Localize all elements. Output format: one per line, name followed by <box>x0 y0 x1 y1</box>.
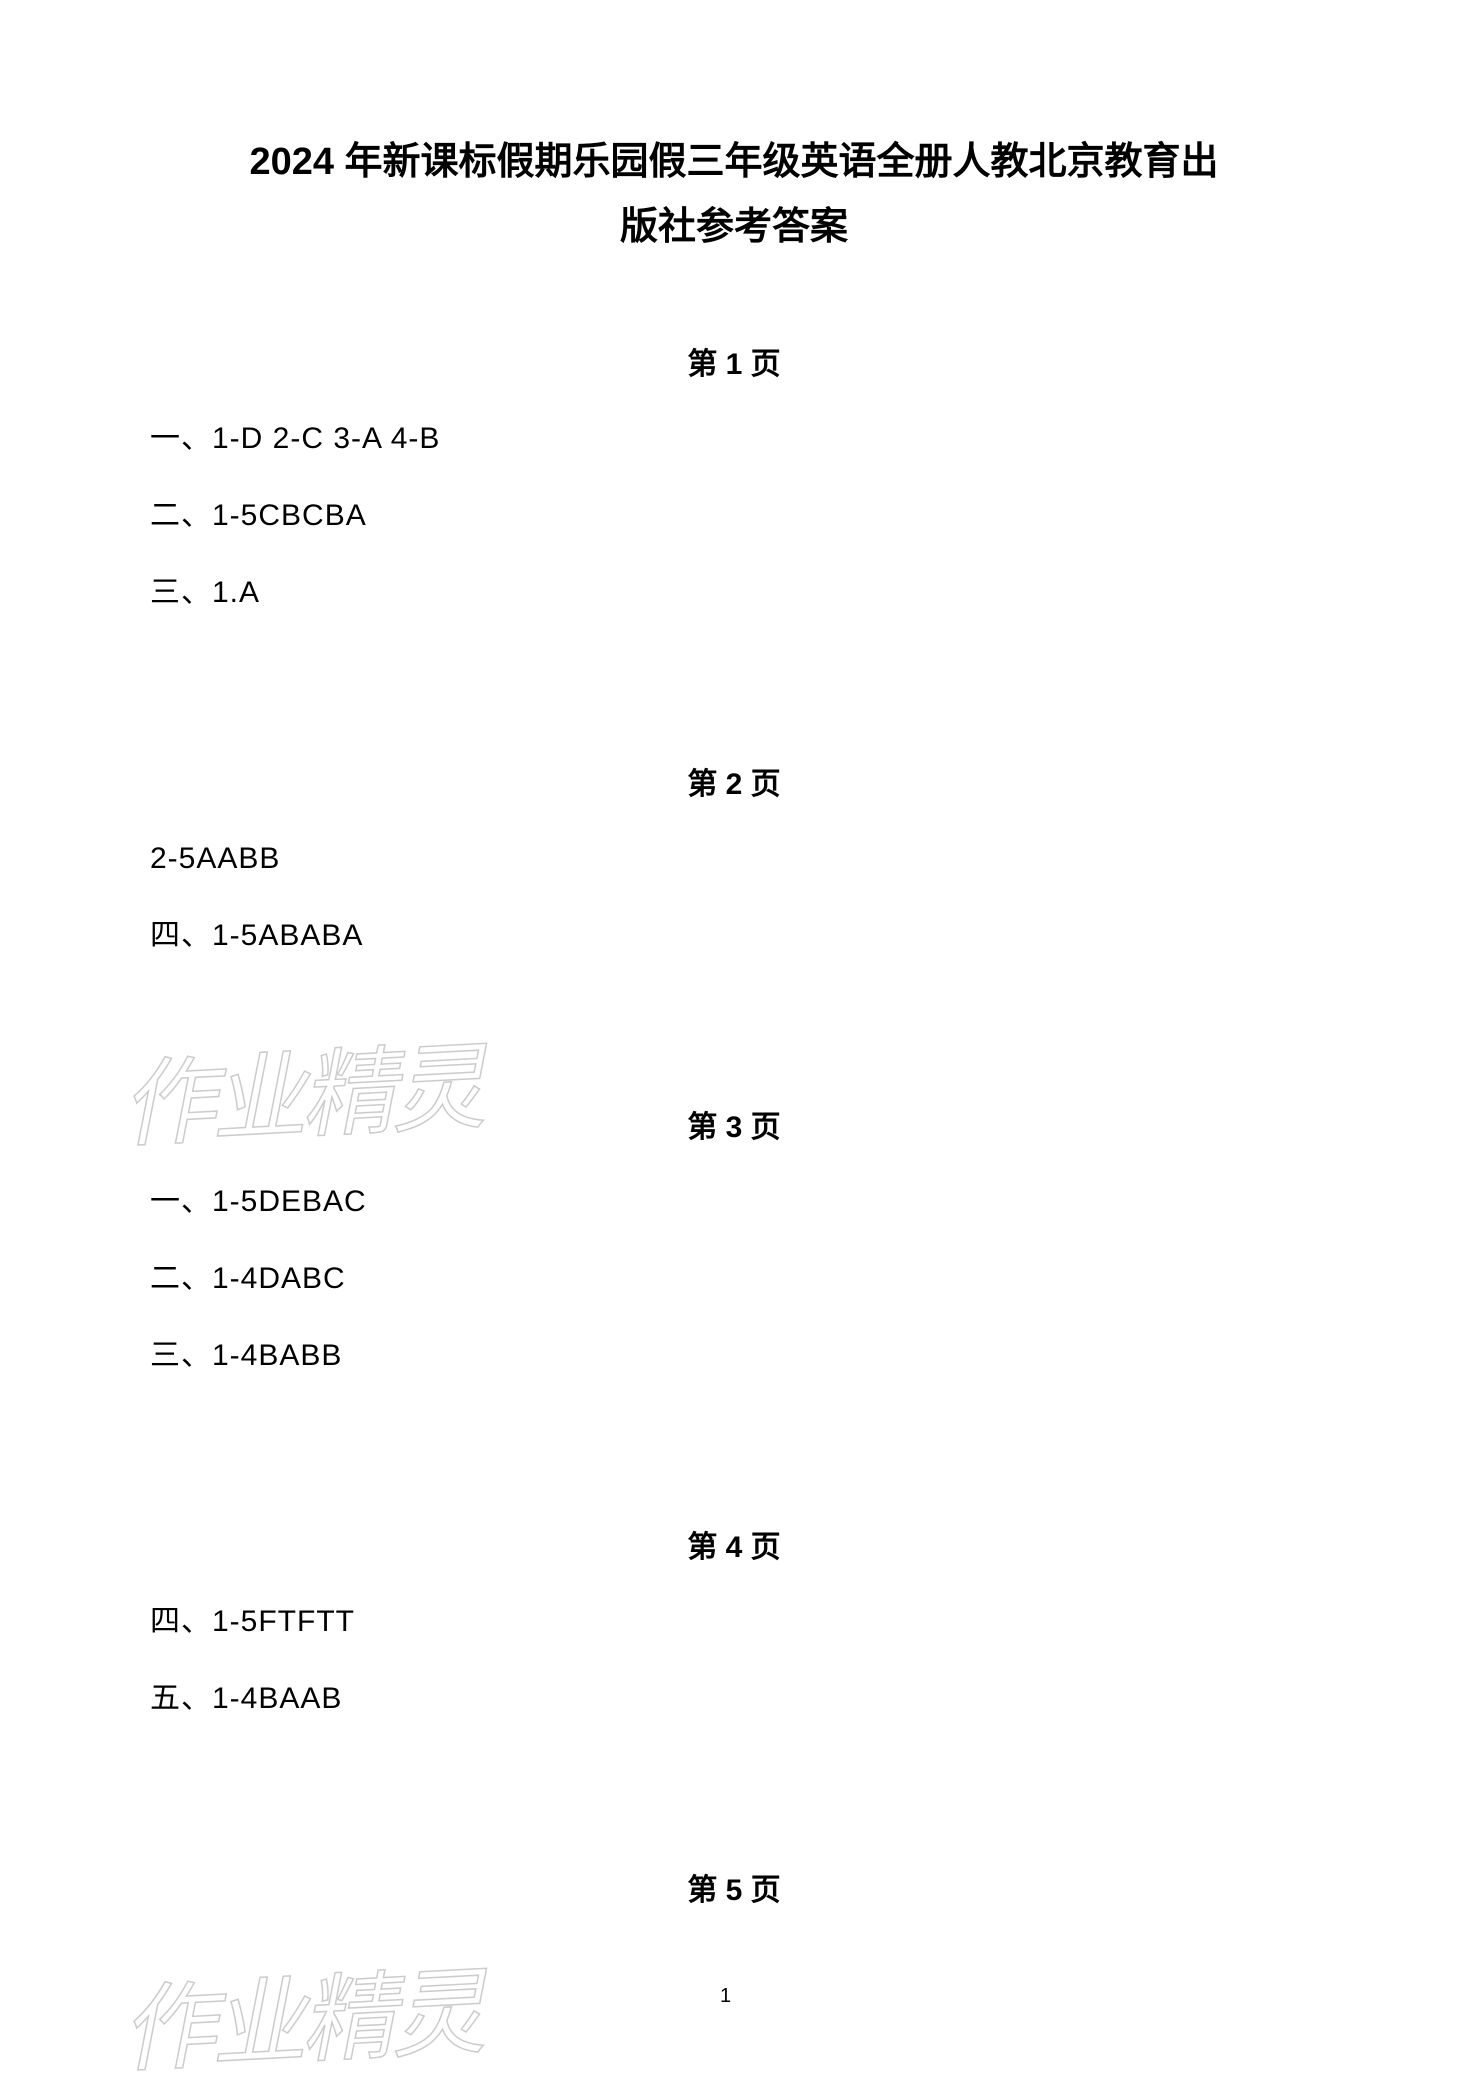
document-content: 2024 年新课标假期乐园假三年级英语全册人教北京教育出 版社参考答案 第 1 … <box>0 0 1468 1909</box>
page-heading-5: 第 5 页 <box>150 1865 1318 1909</box>
page-heading-1: 第 1 页 <box>150 339 1318 383</box>
page-heading-4: 第 4 页 <box>150 1522 1318 1566</box>
answer-line: 二、1-4DABC <box>150 1258 1318 1300</box>
page-number: 1 <box>720 1985 731 2008</box>
document-title: 2024 年新课标假期乐园假三年级英语全册人教北京教育出 版社参考答案 <box>150 130 1318 259</box>
title-line-1: 2024 年新课标假期乐园假三年级英语全册人教北京教育出 <box>150 130 1318 195</box>
answer-line: 一、1-D 2-C 3-A 4-B <box>150 418 1318 460</box>
answer-line: 二、1-5CBCBA <box>150 495 1318 537</box>
answer-line: 三、1.A <box>150 572 1318 614</box>
answer-line: 四、1-5FTFTT <box>150 1601 1318 1643</box>
answer-line: 五、1-4BAAB <box>150 1678 1318 1720</box>
answer-line: 四、1-5ABABA <box>150 915 1318 957</box>
page-heading-3: 第 3 页 <box>150 1102 1318 1146</box>
answer-line: 三、1-4BABB <box>150 1335 1318 1377</box>
page-heading-2: 第 2 页 <box>150 759 1318 803</box>
title-line-2: 版社参考答案 <box>150 195 1318 260</box>
answer-line: 2-5AABB <box>150 838 1318 880</box>
answer-line: 一、1-5DEBAC <box>150 1181 1318 1223</box>
watermark-text: 作业精灵 <box>117 1936 484 2091</box>
